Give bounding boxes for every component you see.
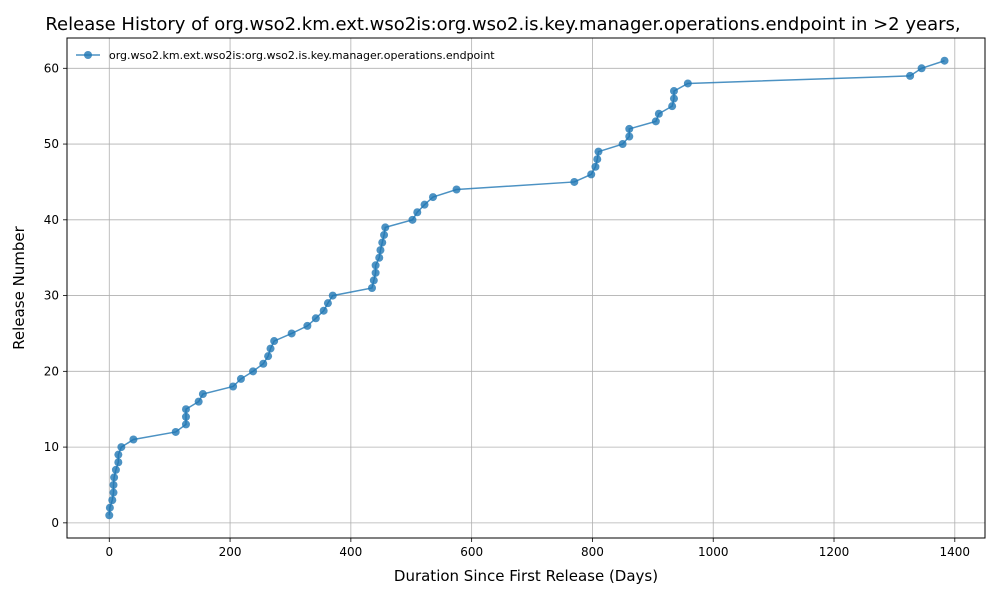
axes: 0 200 400 600 800 1000 1200 1400 0 10 20 30 40 50 60: [44, 61, 970, 559]
x-axis-title: Duration Since First Release (Days): [394, 567, 658, 585]
data-point: [570, 177, 579, 186]
data-point: [378, 238, 387, 247]
data-point: [940, 56, 949, 65]
y-tick-label: 30: [44, 289, 59, 303]
data-point: [594, 147, 603, 156]
data-point: [625, 132, 634, 141]
y-tick-label: 10: [44, 440, 59, 454]
data-point: [129, 435, 138, 444]
data-point: [381, 223, 390, 232]
y-axis-title: Release Number: [10, 225, 28, 349]
data-point: [264, 352, 273, 361]
data-point: [108, 496, 117, 505]
data-point: [591, 162, 600, 171]
series-layer: [105, 56, 949, 520]
data-point: [319, 306, 328, 315]
data-point: [181, 420, 190, 429]
legend-label: org.wso2.km.ext.wso2is:org.wso2.is.key.m…: [109, 49, 495, 62]
data-point: [311, 314, 320, 323]
data-point: [323, 299, 332, 308]
data-point: [266, 344, 275, 353]
x-tick-label: 200: [219, 545, 242, 559]
data-point: [328, 291, 337, 300]
data-point: [408, 215, 417, 224]
data-point: [194, 397, 203, 406]
x-tick-label: 1400: [940, 545, 971, 559]
data-point: [109, 480, 118, 489]
data-point: [683, 79, 692, 88]
legend-marker: [84, 51, 92, 59]
data-point: [651, 117, 660, 126]
x-tick-label: 800: [581, 545, 604, 559]
data-point: [109, 488, 118, 497]
data-point: [287, 329, 296, 338]
grid-lines: [67, 38, 985, 538]
x-tick-label: 1000: [698, 545, 729, 559]
data-point: [105, 511, 114, 520]
y-tick-label: 50: [44, 137, 59, 151]
data-point: [367, 284, 376, 292]
data-point: [587, 170, 596, 179]
y-tick-label: 20: [44, 364, 59, 378]
data-point: [413, 208, 422, 217]
data-point: [171, 427, 180, 436]
data-point: [117, 443, 126, 452]
data-point: [625, 124, 634, 133]
data-point: [369, 276, 378, 285]
plot-frame: [66, 37, 986, 539]
data-point: [452, 185, 461, 194]
data-point: [249, 367, 258, 376]
data-point: [259, 359, 268, 368]
data-point: [181, 405, 190, 414]
data-point: [198, 390, 207, 399]
data-point: [428, 193, 437, 202]
data-point: [375, 253, 384, 262]
data-point: [110, 473, 119, 482]
data-point: [906, 71, 915, 80]
data-point: [917, 64, 926, 73]
data-point: [303, 321, 312, 330]
data-point: [668, 102, 677, 111]
data-point: [114, 458, 123, 467]
data-point: [593, 155, 602, 164]
data-point: [114, 450, 123, 459]
data-point: [111, 465, 120, 474]
data-point: [618, 140, 627, 149]
data-point: [376, 246, 385, 255]
data-point: [105, 503, 114, 512]
legend: org.wso2.km.ext.wso2is:org.wso2.is.key.m…: [76, 49, 495, 62]
y-tick-label: 0: [51, 516, 59, 530]
data-point: [654, 109, 663, 118]
data-point: [270, 337, 279, 346]
data-point: [371, 261, 380, 270]
data-point: [669, 94, 678, 103]
data-point: [380, 230, 389, 239]
data-point: [181, 412, 190, 421]
data-point: [229, 382, 238, 391]
data-point: [236, 374, 245, 383]
data-point: [669, 87, 678, 96]
y-tick-label: 60: [44, 61, 59, 75]
chart-title: Release History of org.wso2.km.ext.wso2i…: [45, 14, 960, 35]
x-tick-label: 1200: [819, 545, 850, 559]
x-tick-label: 0: [105, 545, 113, 559]
data-point: [371, 268, 380, 277]
data-point: [420, 200, 429, 209]
y-tick-label: 40: [44, 213, 59, 227]
x-tick-label: 400: [339, 545, 362, 559]
x-tick-label: 600: [460, 545, 483, 559]
